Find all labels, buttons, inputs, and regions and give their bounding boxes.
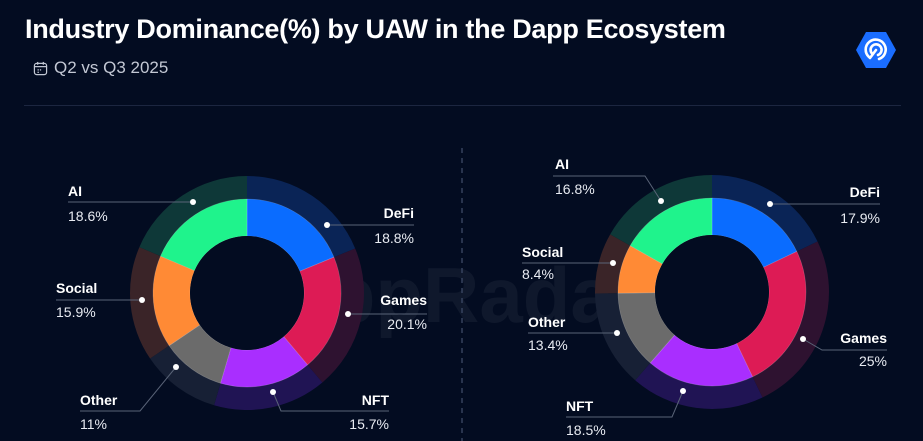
label-name: AI (555, 156, 569, 172)
leader-dot (610, 260, 616, 266)
chart-title: Industry Dominance(%) by UAW in the Dapp… (25, 14, 726, 44)
label-value: 18.5% (566, 422, 606, 438)
label-name: Games (840, 330, 887, 346)
leader-line (80, 366, 177, 412)
subtitle-text: Q2 vs Q3 2025 (54, 58, 169, 77)
label-value: 18.8% (374, 230, 414, 246)
leader-dot (614, 330, 620, 336)
label-name: Social (56, 280, 97, 296)
leader-dot (680, 388, 686, 394)
label-value: 18.6% (68, 208, 108, 224)
label-other: Other 11% (80, 364, 179, 432)
outer-slice-games (307, 248, 364, 383)
label-value: 25% (859, 353, 887, 369)
outer-slice-games (752, 241, 829, 398)
label-name: Other (80, 392, 118, 408)
leader-dot (658, 198, 664, 204)
label-value: 15.7% (349, 416, 389, 432)
leader-line (566, 390, 684, 418)
leader-dot (173, 364, 179, 370)
label-name: Other (528, 314, 566, 330)
label-name: Games (380, 292, 427, 308)
label-games: Games 25% (800, 330, 887, 369)
label-value: 11% (80, 416, 107, 432)
label-value: 8.4% (522, 266, 554, 282)
leader-line (802, 338, 887, 351)
period-subtitle: Q2 vs Q3 2025 (33, 58, 168, 78)
leader-dot (800, 336, 806, 342)
label-nft: NFT 15.7% (270, 389, 389, 432)
label-name: DeFi (384, 205, 414, 221)
label-social: Social 15.9% (56, 280, 145, 320)
donut-hole (190, 236, 304, 350)
leader-dot (324, 222, 330, 228)
leader-dot (139, 297, 145, 303)
label-value: 20.1% (387, 316, 427, 332)
leader-dot (270, 389, 276, 395)
donut-hole (655, 235, 769, 349)
label-nft: NFT 18.5% (566, 388, 686, 438)
label-value: 13.4% (528, 337, 568, 353)
outer-slice-ai (139, 176, 247, 257)
label-name: AI (68, 183, 82, 199)
outer-slice-nft (635, 362, 763, 409)
label-name: NFT (566, 398, 594, 414)
outer-slice-defi (247, 176, 356, 258)
outer-slice-nft (214, 364, 323, 411)
outer-slice-other (595, 293, 651, 381)
label-games: Games 20.1% (345, 292, 427, 332)
label-social: Social 8.4% (522, 244, 616, 282)
donut-chart-q2 (130, 176, 364, 411)
calendar-icon (33, 61, 48, 75)
label-name: DeFi (850, 184, 880, 200)
leader-dot (345, 311, 351, 317)
labels-q2: DeFi 18.8% Games 20.1% NFT 15.7% Other 11% Socia… (56, 183, 427, 432)
label-defi: DeFi 18.8% (324, 205, 414, 246)
outer-slice-social (130, 247, 170, 359)
labels-q3: DeFi 17.9% Games 25% NFT 18.5% Other 13.4% Socia… (522, 156, 887, 438)
label-value: 17.9% (840, 210, 880, 226)
outer-slice-other (150, 345, 221, 406)
donut-chart-q3 (595, 175, 829, 409)
label-name: Social (522, 244, 563, 260)
label-ai: AI 18.6% (68, 183, 196, 224)
label-name: NFT (362, 392, 390, 408)
label-ai: AI 16.8% (553, 156, 664, 204)
label-value: 15.9% (56, 304, 96, 320)
dappradar-logo-icon (856, 32, 896, 68)
label-other: Other 13.4% (528, 314, 620, 353)
label-value: 16.8% (555, 181, 595, 197)
leader-dot (190, 199, 196, 205)
leader-line (272, 391, 389, 412)
leader-line (553, 175, 662, 202)
header-divider (24, 105, 901, 106)
label-defi: DeFi 17.9% (767, 184, 880, 226)
outer-slice-defi (712, 175, 818, 252)
leader-dot (767, 201, 773, 207)
outer-slice-ai (610, 175, 712, 246)
